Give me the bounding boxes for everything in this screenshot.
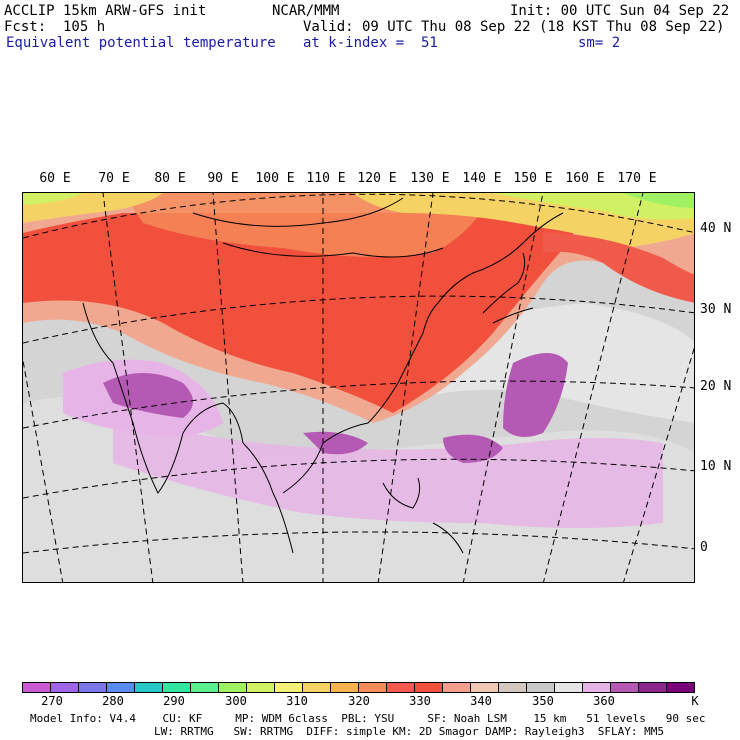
colorbar-swatch: [23, 683, 50, 692]
colorbar-swatch: [498, 683, 526, 692]
center-label: NCAR/MMM: [272, 3, 340, 19]
japan-coast: [482, 252, 534, 324]
peak-theta-e-india: [103, 373, 193, 418]
model-title: ACCLIP 15km ARW-GFS init: [4, 3, 207, 19]
lon-label: 100 E: [255, 171, 295, 186]
meridian: [542, 193, 644, 582]
colorbar-swatch: [414, 683, 442, 692]
colorbar-tick: 280: [102, 694, 124, 708]
colorbar-tick: 330: [409, 694, 431, 708]
parallel-20n: [23, 380, 694, 429]
graticule: [23, 193, 694, 582]
lat-label: 40 N: [700, 221, 732, 236]
meridian: [623, 347, 694, 582]
india-coast: [82, 302, 244, 494]
lon-label: 80 E: [154, 171, 186, 186]
meridian: [462, 193, 544, 582]
colorbar-swatch: [274, 683, 302, 692]
smoothing-value: sm= 2: [578, 35, 621, 51]
colorbar-tick: 350: [532, 694, 554, 708]
lon-label: 150 E: [513, 171, 553, 186]
lon-label: 170 E: [617, 171, 657, 186]
parallel-10n: [23, 458, 694, 499]
parallel-30n: [23, 295, 694, 344]
colorbar-tick: 360: [593, 694, 615, 708]
warm-band-northeast: [543, 233, 694, 303]
valid-time: Valid: 09 UTC Thu 08 Sep 22 (18 KST Thu …: [303, 19, 725, 35]
colorbar-swatch: [554, 683, 582, 692]
init-time: Init: 00 UTC Sun 04 Sep 22: [510, 3, 730, 19]
colorbar-swatch: [470, 683, 498, 692]
lon-label: 130 E: [410, 171, 450, 186]
warm-region-core: [23, 213, 575, 413]
colorbar-unit: K: [691, 694, 699, 708]
colorbar-swatch: [106, 683, 134, 692]
lat-label: 20 N: [700, 379, 732, 394]
cool-strip-corner: [623, 193, 694, 208]
meridian: [377, 193, 434, 582]
lon-label: 140 E: [462, 171, 502, 186]
philippines-coast: [382, 477, 464, 554]
cool-strip-west-edge: [23, 193, 83, 205]
field-name: Equivalent potential temperature: [6, 35, 276, 51]
colorbar-swatch: [162, 683, 190, 692]
indochina-coast: [242, 382, 399, 554]
lon-label: 60 E: [39, 171, 71, 186]
colorbar-swatch: [610, 683, 638, 692]
colorbar-swatch: [666, 683, 694, 692]
colorbar-swatch: [50, 683, 78, 692]
colorbar-swatch: [134, 683, 162, 692]
lon-label: 110 E: [306, 171, 346, 186]
lat-label: 10 N: [700, 459, 732, 474]
lon-label: 70 E: [98, 171, 130, 186]
map-panel: [22, 192, 695, 583]
china-coast: [397, 212, 564, 384]
colorbar-tick: 270: [41, 694, 63, 708]
colorbar-swatch: [218, 683, 246, 692]
colorbar-swatch: [582, 683, 610, 692]
colorbar-swatch: [246, 683, 274, 692]
meridian: [102, 193, 154, 582]
lat-label: 0: [700, 540, 708, 555]
peak-theta-e-scs: [443, 434, 503, 463]
lon-label: 160 E: [565, 171, 605, 186]
forecast-hour: Fcst: 105 h: [4, 19, 106, 35]
colorbar-swatch: [638, 683, 666, 692]
asia-borders: [192, 197, 444, 258]
coastlines: [82, 197, 564, 554]
theta-e-field: [23, 193, 694, 582]
colorbar-tick: 320: [348, 694, 370, 708]
level-index: at k-index = 51: [303, 35, 438, 51]
parallel-0: [23, 531, 694, 554]
colorbar-swatch: [442, 683, 470, 692]
colorbar-swatch: [190, 683, 218, 692]
physics-info: LW: RRTMG SW: RRTMG DIFF: simple KM: 2D …: [154, 725, 664, 738]
peak-theta-e-indochina: [303, 431, 368, 455]
lon-label: 90 E: [207, 171, 239, 186]
lat-label: 30 N: [700, 302, 732, 317]
colorbar-swatch: [78, 683, 106, 692]
colorbar-tick: 300: [225, 694, 247, 708]
parallel-40n: [23, 193, 694, 239]
colorbar-swatch: [330, 683, 358, 692]
colorbar-swatch: [386, 683, 414, 692]
colorbar: [22, 682, 695, 693]
colorbar-swatch: [526, 683, 554, 692]
colorbar-tick: 340: [470, 694, 492, 708]
meridian: [212, 193, 244, 582]
high-theta-e-tropics: [113, 418, 663, 528]
model-info: Model Info: V4.4 CU: KF MP: WDM 6class P…: [30, 712, 706, 725]
colorbar-tick: 290: [163, 694, 185, 708]
colorbar-swatch: [358, 683, 386, 692]
peak-theta-e-pacific: [503, 353, 568, 437]
colorbar-swatch: [302, 683, 330, 692]
colorbar-tick: 310: [286, 694, 308, 708]
lon-label: 120 E: [357, 171, 397, 186]
